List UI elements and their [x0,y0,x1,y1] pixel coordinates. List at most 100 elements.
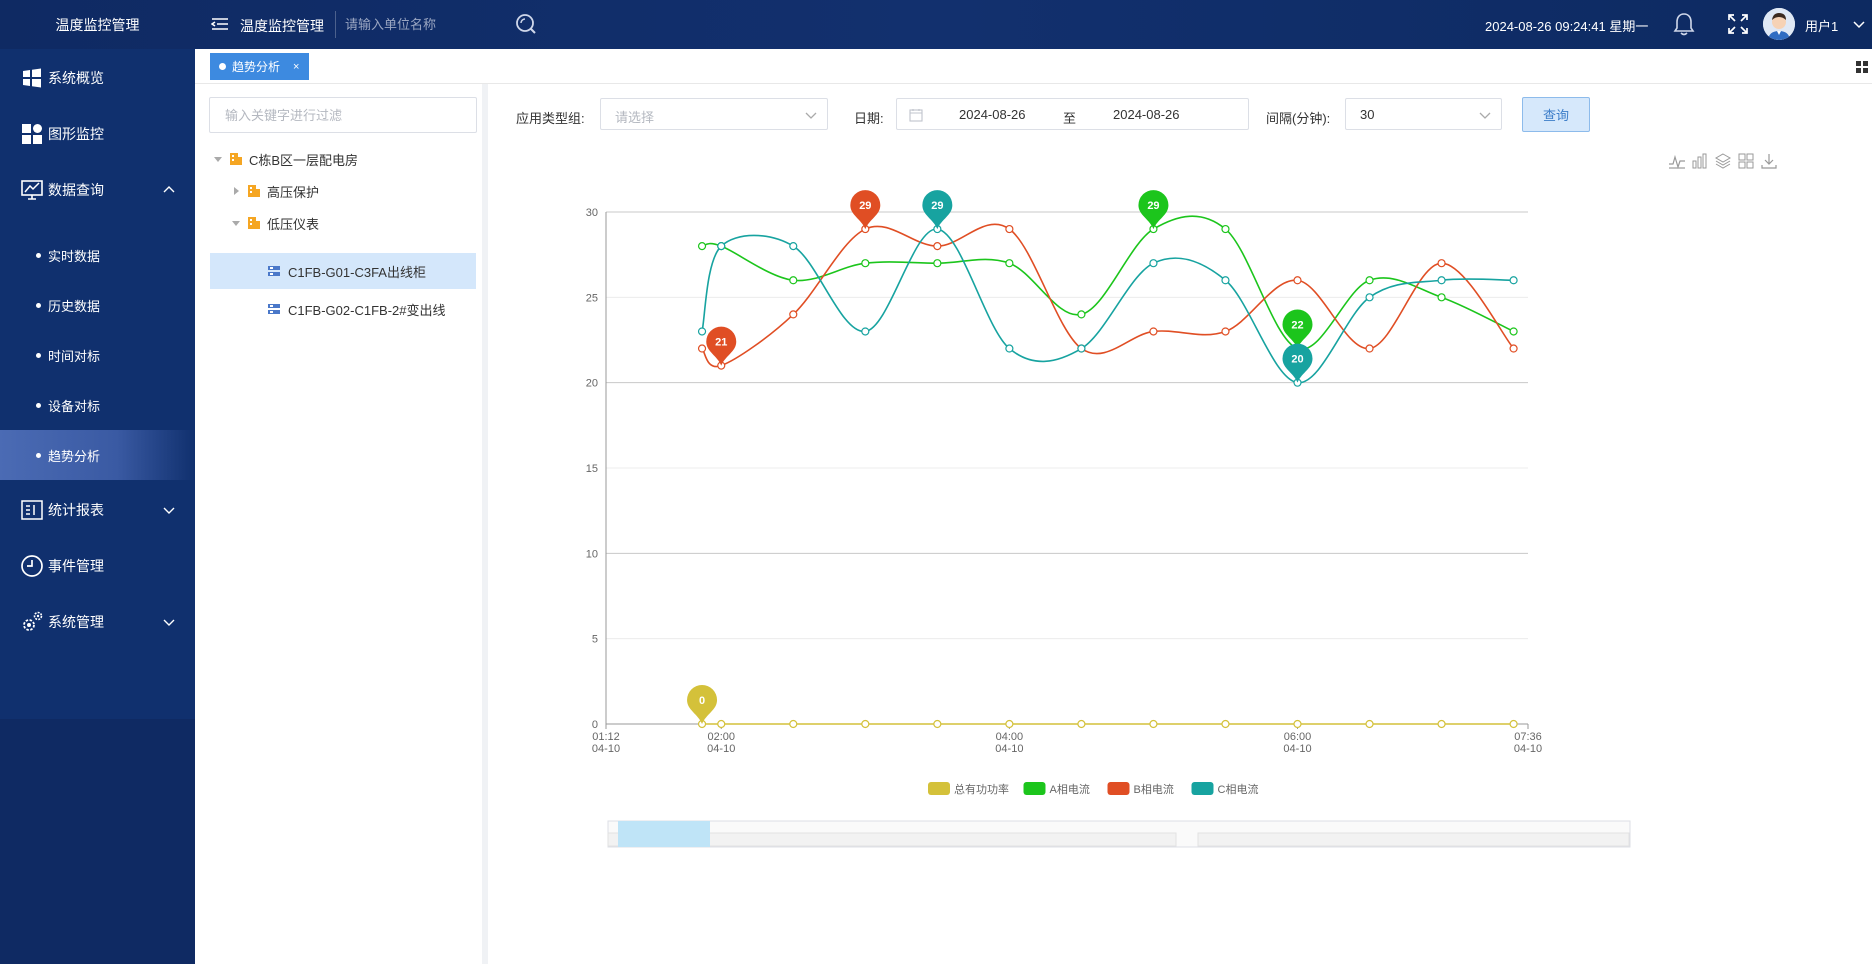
sidebar-item-graphic-monitor[interactable]: 图形监控 [0,109,195,159]
legend-item[interactable]: C相电流 [1191,782,1259,796]
search-icon[interactable] [514,12,538,36]
zoom-slider-bar [607,832,1177,847]
data-point [1221,719,1230,729]
series-line [701,215,1514,350]
report-icon [21,500,43,520]
menu-toggle-icon[interactable] [211,13,229,35]
x-tick-label: 04:00 [996,731,1024,743]
stack-icon[interactable] [1714,152,1732,170]
grid-icon[interactable] [1855,60,1869,74]
username[interactable]: 用户1 [1805,19,1839,34]
sidebar-item-label: 图形监控 [48,126,104,142]
sidebar-item-trend-analysis[interactable]: 趋势分析 [0,430,195,480]
data-point [789,242,798,251]
unit-search-input[interactable] [345,12,510,36]
zoom-slider-window[interactable] [618,821,710,847]
sidebar-item-history-data[interactable]: 历史数据 [0,280,195,330]
bullet-dot [36,352,41,358]
data-point [861,259,870,268]
sidebar-item-reports[interactable]: 统计报表 [0,485,195,535]
data-point [861,719,870,729]
bell-icon[interactable] [1671,11,1697,37]
trend-chart[interactable]: 05101520253001:1204-1002:0004-1004:0004-… [494,84,1872,884]
sidebar-item-events[interactable]: 事件管理 [0,541,195,591]
line-chart-icon[interactable] [1668,152,1686,170]
sidebar-item-device-benchmark[interactable]: 设备对标 [0,380,195,430]
data-point [1149,259,1158,268]
data-point [1365,276,1374,285]
data-point [1005,719,1014,729]
query-button[interactable]: 查询 [1522,97,1590,132]
chevron-up-icon [163,186,175,193]
tiled-icon[interactable] [1737,152,1755,170]
tree-node-device-g02[interactable]: C1FB-G02-C1FB-2#变出线 [210,291,476,327]
interval-select[interactable]: 30 [1345,98,1502,130]
data-point [1293,719,1302,729]
tree-node-high-voltage[interactable]: 高压保护 [209,175,477,207]
max-marker: 29 [850,190,881,230]
marker-pin-shape [1282,309,1313,349]
data-point [1509,327,1518,336]
series-line [701,223,1515,368]
caret-right-icon[interactable] [231,186,241,196]
legend-label: 总有功功率 [954,782,1009,796]
tab-trend-analysis[interactable]: 趋势分析 × [210,53,309,80]
legend-item[interactable]: 总有功功率 [928,782,1009,796]
data-point [1005,259,1014,268]
marker-pin-label: 0 [699,695,705,707]
sidebar-item-system[interactable]: 系统管理 [0,597,195,647]
marker-pin-shape [850,190,881,230]
date-range-picker[interactable]: 2024-08-26 至 2024-08-26 [896,98,1249,130]
x-tick-label: 07:36 [1514,731,1542,743]
data-point [1509,344,1518,353]
caret-down-icon[interactable] [213,154,223,164]
fullscreen-icon[interactable] [1726,12,1750,36]
data-point [1149,719,1158,729]
tree-node-label: 高压保护 [267,184,320,200]
max-marker: 0 [687,685,718,724]
chevron-down-icon[interactable] [1853,18,1865,30]
sidebar-item-overview[interactable]: 系统概览 [0,53,195,103]
sidebar-item-data-query[interactable]: 数据查询 [0,165,195,215]
x-tick-date: 04-10 [707,743,735,755]
date-start[interactable]: 2024-08-26 [959,107,1026,122]
chevron-down-icon [163,619,175,626]
tree-node-power-room[interactable]: C栋B区一层配电房 [209,143,477,175]
data-point [1005,224,1014,234]
caret-down-icon[interactable] [231,218,241,228]
data-point [1221,276,1230,285]
sidebar-item-time-benchmark[interactable]: 时间对标 [0,330,195,380]
data-point [1437,719,1446,729]
tree-node-low-voltage[interactable]: 低压仪表 [209,207,477,239]
legend-item[interactable]: A相电流 [1023,782,1090,796]
data-point [1221,224,1230,234]
marker-pin-shape [706,326,737,366]
type-group-label: 应用类型组: [516,111,585,126]
bar-chart-icon[interactable] [1691,152,1709,170]
data-point [1509,276,1518,285]
x-tick-date: 04-10 [1514,743,1542,755]
marker-pin-label: 29 [1147,200,1159,212]
avatar[interactable] [1763,8,1795,40]
tree-filter-input[interactable] [209,97,477,133]
data-point [1437,276,1446,285]
x-tick-date: 04-10 [1283,743,1311,755]
download-icon[interactable] [1760,152,1778,170]
y-tick-label: 30 [586,207,598,219]
data-point [933,719,942,729]
tree-node-label: 低压仪表 [267,216,320,232]
type-group-select[interactable]: 请选择 [600,98,828,130]
legend-swatch [1107,782,1130,795]
x-tick-label: 02:00 [707,731,735,743]
data-point [1365,344,1374,353]
y-tick-label: 0 [592,719,598,731]
legend-item[interactable]: B相电流 [1107,782,1174,796]
tree-node-label: C栋B区一层配电房 [249,152,359,168]
tab-close-icon[interactable]: × [293,60,300,73]
sidebar-item-realtime-data[interactable]: 实时数据 [0,230,195,280]
data-point [1437,293,1446,302]
tree-node-device-g01[interactable]: C1FB-G01-C3FA出线柜 [210,253,476,289]
marker-pin-shape [1138,190,1169,230]
date-end[interactable]: 2024-08-26 [1113,107,1180,122]
marker-pin-shape [1282,343,1313,383]
